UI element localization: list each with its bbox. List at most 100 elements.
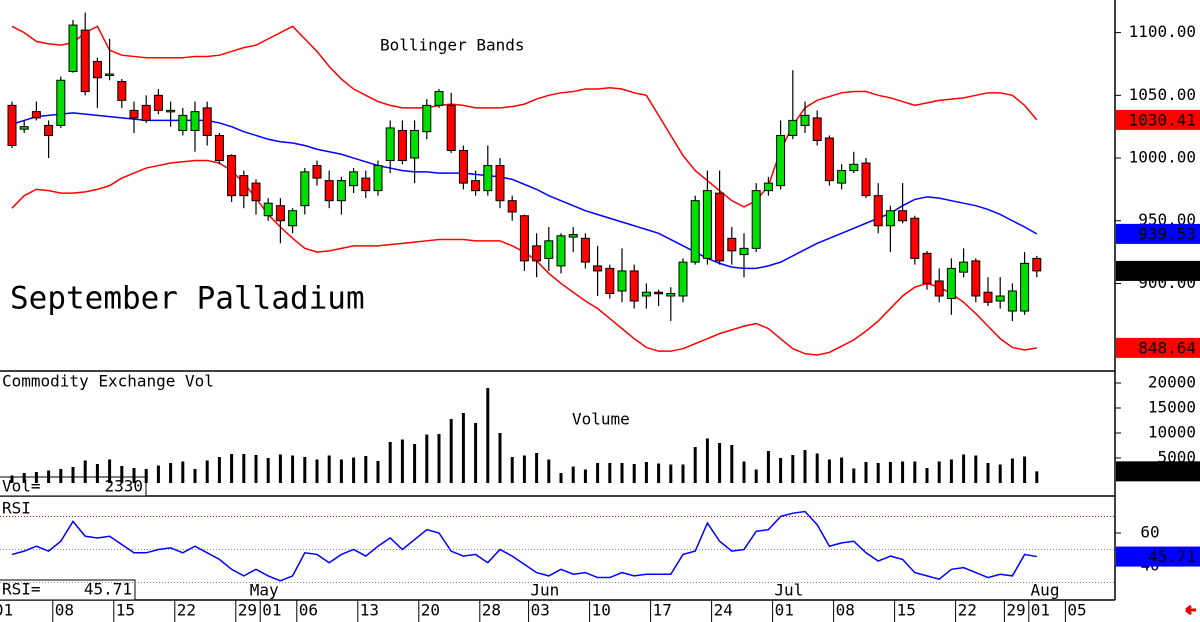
volume-bar	[108, 459, 112, 483]
readout-box	[1116, 461, 1200, 482]
readout-box	[1116, 337, 1200, 358]
candle-body	[800, 114, 810, 126]
volume-bar	[937, 461, 941, 483]
candle-body	[861, 162, 871, 197]
y-tick-label: 60	[1140, 522, 1159, 541]
x-tick-label: 01	[262, 601, 281, 620]
x-tick-label: 10	[592, 601, 611, 620]
candle-body	[654, 291, 664, 295]
x-tick-label: 29	[238, 601, 257, 620]
month-label: Jun	[530, 581, 559, 600]
candle-body	[495, 165, 505, 202]
candle-body	[1032, 257, 1042, 272]
volume-bar	[510, 457, 514, 483]
volume-bar	[949, 459, 953, 483]
volume-bar	[876, 463, 880, 483]
readout-box	[1116, 546, 1200, 567]
x-tick-label: 20	[421, 601, 440, 620]
candle-body	[44, 124, 54, 136]
volume-bar	[596, 463, 600, 483]
volume-bar	[181, 461, 185, 483]
candle-body	[824, 137, 834, 182]
readout-label: RSI=	[2, 580, 41, 599]
volume-bar	[156, 465, 160, 483]
x-tick-label: 01	[0, 601, 13, 620]
candle-body	[166, 109, 176, 113]
month-label: Aug	[1031, 581, 1060, 600]
y-tick-label: 10000	[1148, 423, 1196, 442]
candle-body	[227, 155, 237, 197]
volume-bar	[83, 460, 87, 483]
volume-bar	[1035, 471, 1039, 483]
x-tick-label: 05	[1067, 601, 1086, 620]
volume-bar	[291, 455, 295, 483]
candle-body	[605, 267, 615, 294]
readout-box	[1116, 223, 1200, 244]
candle-body	[532, 245, 542, 262]
volume-bar	[730, 445, 734, 483]
volume-bar	[230, 454, 234, 483]
volume-bar	[559, 473, 563, 483]
x-tick-label: 15	[116, 601, 135, 620]
month-label: May	[250, 581, 279, 600]
x-tick-label: 01	[775, 601, 794, 620]
candle-body	[263, 202, 273, 217]
candle-body	[666, 292, 676, 297]
readout-label: Vol=	[2, 477, 41, 496]
candle-body	[251, 182, 261, 202]
candle-body	[385, 127, 395, 162]
candle-body	[56, 79, 66, 126]
readout-box	[1116, 260, 1200, 281]
x-tick-label: 15	[897, 601, 916, 620]
volume-bar	[925, 468, 929, 483]
volume-bar	[693, 447, 697, 483]
y-tick-label: 15000	[1148, 398, 1196, 417]
candle-body	[7, 104, 17, 146]
readout-value: 2330	[1157, 462, 1196, 481]
volume-bar	[376, 461, 380, 483]
candle-body	[971, 260, 981, 297]
readout-value: 910.00	[1138, 261, 1196, 280]
volume-bar	[474, 423, 478, 483]
candle-body	[117, 81, 127, 101]
readout-box	[0, 579, 136, 601]
candle-body	[727, 237, 737, 252]
volume-bar	[815, 453, 819, 483]
arrow-icon	[1185, 604, 1196, 616]
candle-body	[837, 170, 847, 184]
candle-body	[458, 150, 468, 184]
candle-body	[324, 180, 334, 202]
volume-bar	[132, 468, 136, 483]
candle-body	[776, 134, 786, 187]
volume-bar	[303, 457, 307, 483]
volume-bar	[400, 439, 404, 483]
volume-bar	[254, 455, 258, 483]
volume-bar	[522, 455, 526, 483]
candle-body	[92, 60, 102, 79]
candle-body	[593, 265, 603, 272]
candle-body	[300, 171, 310, 207]
readout-value: 939.53	[1138, 224, 1196, 243]
candle-body	[946, 267, 956, 300]
candle-body	[568, 234, 578, 238]
x-tick-label: 08	[836, 601, 855, 620]
volume-bar	[1023, 456, 1027, 483]
volume-bar	[632, 464, 636, 483]
candle-body	[898, 210, 908, 222]
volume-bar	[10, 475, 14, 483]
volume-bar	[681, 464, 685, 483]
volume-bar	[22, 473, 26, 483]
candle-body	[519, 215, 529, 262]
candle-body	[397, 129, 407, 162]
volume-bar	[193, 469, 197, 483]
volume-bar	[364, 456, 368, 483]
volume-bar	[34, 472, 38, 483]
candle-body	[153, 94, 163, 111]
volume-bar	[901, 461, 905, 483]
volume-bar	[986, 463, 990, 483]
volume-bar	[669, 464, 673, 483]
readout-value: 45.71	[1148, 547, 1196, 566]
volume-bar	[461, 413, 465, 483]
bollinger-band	[11, 25, 1038, 208]
candle-body	[544, 240, 554, 259]
